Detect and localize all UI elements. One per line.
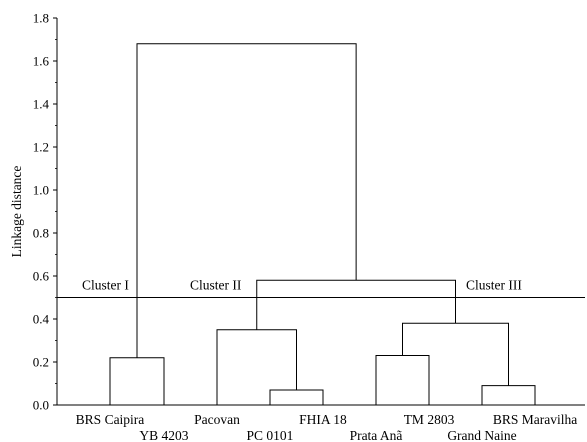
y-tick-label: 0.8	[33, 226, 49, 241]
link-cluster-ii-iii	[256, 279, 456, 330]
leaf-label: Pacovan	[194, 412, 240, 427]
cluster-label: Cluster III	[466, 278, 522, 293]
dendrogram-tree	[57, 43, 585, 405]
y-tick-label: 1.2	[33, 140, 49, 155]
y-tick-label: 0.6	[33, 269, 50, 284]
leaf-label: Grand Naine	[447, 428, 516, 442]
link-brs-caipira-yb4203	[109, 357, 165, 405]
link-pc0101-fhia18	[269, 389, 324, 405]
link-cluster-iii	[402, 322, 509, 386]
leaf-label: TM 2803	[404, 412, 455, 427]
y-axis-title: Linkage distance	[9, 166, 24, 258]
y-tick-label: 1.0	[33, 183, 49, 198]
link-root	[136, 43, 357, 358]
y-tick-label: 0.0	[33, 398, 49, 413]
y-tick-label: 1.6	[33, 54, 50, 69]
leaf-label: BRS Caipira	[76, 412, 145, 427]
y-tick-label: 0.4	[33, 312, 50, 327]
cluster-label: Cluster II	[190, 278, 242, 293]
leaf-label: FHIA 18	[299, 412, 347, 427]
leaf-label: PC 0101	[247, 428, 294, 442]
cluster-label: Cluster I	[82, 278, 129, 293]
leaf-label: Prata Anã	[350, 428, 403, 442]
y-tick-label: 1.4	[33, 97, 50, 112]
y-tick-label: 0.2	[33, 355, 49, 370]
leaf-label: BRS Maravilha	[493, 412, 577, 427]
axis-layer: 0.0 0.2 0.4 0.6 0.8 1.0 1.2 1.4 1.6 1.8	[33, 11, 585, 413]
y-tick-label: 1.8	[33, 11, 49, 26]
leaf-label: YB 4203	[139, 428, 188, 442]
link-prata-tm2803	[375, 355, 430, 405]
link-grandnaine-maravilha	[481, 385, 536, 405]
link-cluster-ii	[216, 329, 297, 405]
